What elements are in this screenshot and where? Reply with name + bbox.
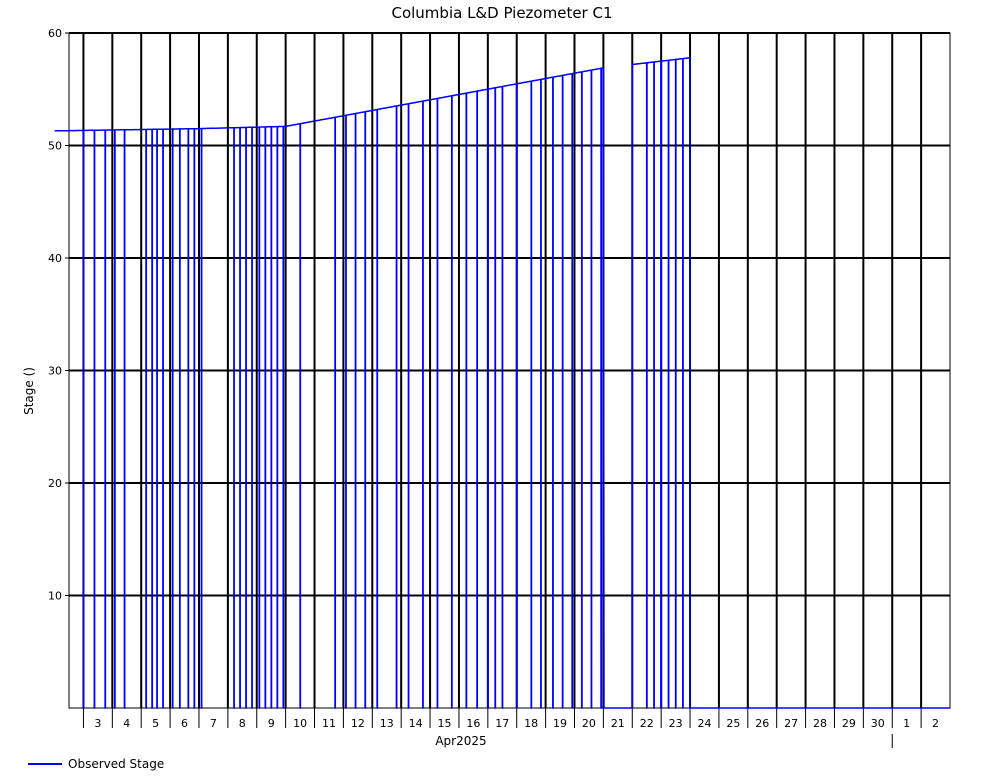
y-tick-label: 20 [48,477,62,490]
x-tick-label: 9 [268,717,275,730]
x-tick-label: 28 [813,717,827,730]
x-tick-label: 21 [611,717,625,730]
x-tick-label: 30 [871,717,885,730]
x-tick-label: 5 [152,717,159,730]
y-axis-label: Stage () [22,367,36,415]
x-tick-label: 19 [553,717,567,730]
x-tick-label: 22 [640,717,654,730]
x-tick-label: 10 [293,717,307,730]
y-tick-label: 30 [48,365,62,378]
series-observed-stage-line [54,57,950,709]
x-axis-label: Apr2025 [435,734,486,748]
x-tick-label: 16 [466,717,480,730]
y-tick-label: 60 [48,27,62,40]
x-axis-ticks: 3 4 5 6 7 8 9 10 11 12 13 14 15 16 17 18 19 20 21 22 23 24 25 2… [82,708,939,748]
x-tick-label: 29 [842,717,856,730]
x-tick-label: 4 [123,717,130,730]
x-tick-label: 18 [524,717,538,730]
x-tick-label: 11 [322,717,336,730]
x-tick-label: 20 [582,717,596,730]
x-tick-label: 24 [697,717,711,730]
x-tick-label: 15 [438,717,452,730]
x-tick-label: 1 [903,717,910,730]
plot-area [54,57,950,709]
x-tick-label: 2 [932,717,939,730]
y-tick-label: 10 [48,590,62,603]
y-axis-ticks: 10 20 30 40 50 60 [48,27,69,603]
x-tick-label: 26 [755,717,769,730]
x-tick-label: 3 [94,717,101,730]
x-tick-label: 27 [784,717,798,730]
x-tick-label: 14 [409,717,423,730]
legend: Observed Stage [28,757,164,771]
x-tick-label: 12 [351,717,365,730]
x-tick-label: 7 [210,717,217,730]
x-tick-label: 23 [669,717,683,730]
y-tick-label: 40 [48,252,62,265]
chart-title: Columbia L&D Piezometer C1 [391,4,612,22]
x-tick-label: 6 [181,717,188,730]
y-tick-label: 50 [48,140,62,153]
legend-label: Observed Stage [68,757,164,771]
x-tick-label: 25 [726,717,740,730]
x-tick-label: 8 [239,717,246,730]
x-tick-label: 13 [380,717,394,730]
x-tick-label: 17 [495,717,509,730]
